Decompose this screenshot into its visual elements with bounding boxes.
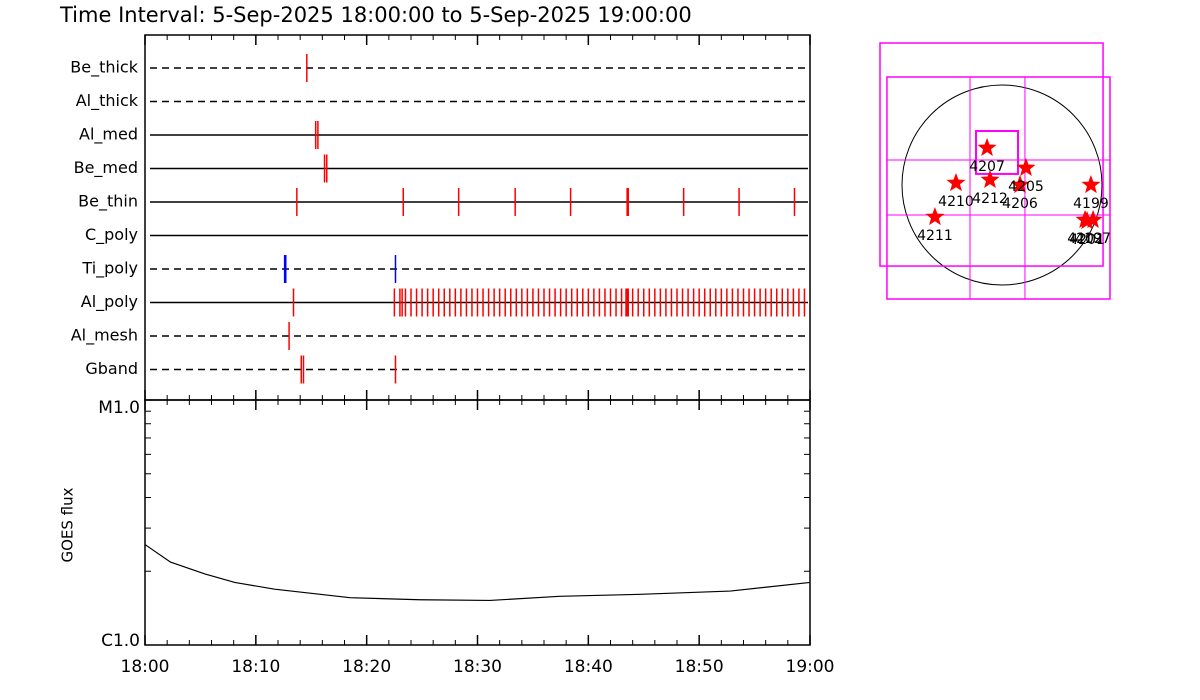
region-label: 4201 (1069, 232, 1105, 248)
region-marker (980, 169, 1000, 188)
region-label: 4207 (969, 159, 1005, 175)
region-label: 4210 (938, 194, 974, 210)
fov-box (975, 130, 1019, 175)
x-tick-label: 18:30 (453, 657, 502, 677)
region-marker (977, 137, 997, 156)
solar-disk (901, 84, 1103, 286)
y-tick-label: M1.0 (98, 398, 140, 418)
row-label: Gband (85, 359, 138, 378)
fov-box (879, 42, 1104, 267)
x-tick-label: 18:50 (675, 657, 724, 677)
row-label: Al_poly (81, 292, 138, 312)
region-label: 4202 (1067, 231, 1103, 247)
x-tick-label: 18:40 (564, 657, 613, 677)
region-label: 4197 (1075, 231, 1111, 247)
y-tick-label: C1.0 (101, 631, 140, 651)
x-tick-label: 18:20 (342, 657, 391, 677)
row-label: Be_thin (78, 192, 138, 212)
row-label: Be_thick (70, 58, 138, 78)
region-label: 4212 (972, 191, 1008, 207)
fov-box (886, 76, 1111, 300)
row-label: Al_med (79, 125, 138, 145)
row-label: Al_mesh (71, 326, 138, 346)
region-marker (1010, 175, 1030, 194)
region-marker (1077, 211, 1097, 230)
region-marker (1016, 157, 1036, 176)
region-label: 4206 (1002, 196, 1038, 212)
y-axis-label: GOES flux (59, 487, 77, 562)
region-marker (946, 173, 966, 192)
x-tick-label: 18:10 (231, 657, 280, 677)
region-marker (1081, 175, 1101, 194)
flux-line (144, 544, 811, 602)
region-marker (925, 207, 945, 226)
x-tick-label: 19:00 (786, 657, 835, 677)
row-label: Ti_poly (81, 259, 138, 279)
x-tick-label: 18:00 (121, 657, 170, 677)
row-label: C_poly (85, 225, 138, 245)
row-label: Al_thick (76, 91, 139, 111)
region-label: 4199 (1073, 196, 1109, 212)
region-label: 4211 (917, 228, 953, 244)
region-label: 4205 (1008, 179, 1044, 195)
row-label: Be_med (74, 158, 138, 178)
chart-title: Time Interval: 5-Sep-2025 18:00:00 to 5-… (59, 3, 692, 27)
